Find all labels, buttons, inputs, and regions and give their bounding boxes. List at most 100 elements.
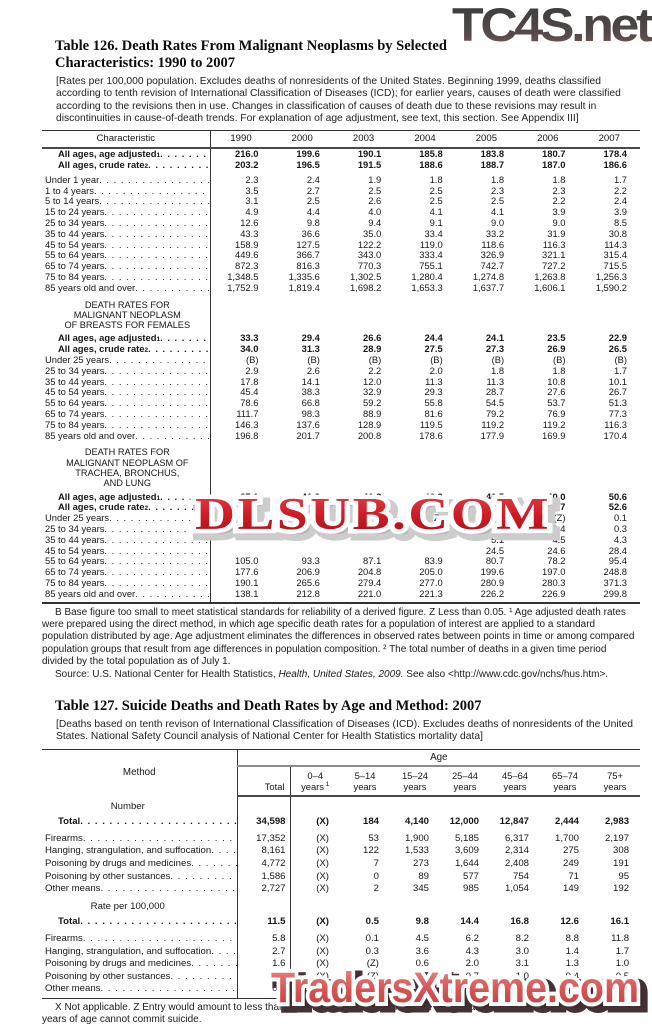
row-label-cell: Firearms [42, 928, 238, 946]
source-prefix: Source: U.S. National Center for Health … [55, 668, 279, 680]
row-label-wrap: Under 1 year [45, 175, 209, 186]
row-label-cell: 65 to 74 years [42, 409, 211, 420]
table-row: 45 to 54 years 45.4 38.3 32.9 29.3 28.7 27.6 26… [42, 386, 640, 399]
data-cell: 29.3 [424, 386, 443, 398]
data-cell: 2,408 [504, 857, 529, 869]
data-cell: 2.7 [306, 184, 320, 196]
row-label-wrap: 55 to 64 years [45, 556, 209, 567]
row-label-wrap: All ages, crude rate 2 [45, 502, 209, 513]
data-cell: 4.5 [415, 932, 429, 944]
source-italic: Health, United States, 2009. [278, 668, 404, 680]
row-label-cell: Hanging, strangulation, and suffocation [42, 845, 238, 858]
row-label-cell: 55 to 64 years [42, 398, 211, 410]
data-cell: 33.4 [424, 227, 443, 239]
data-cell: 3.1 [245, 195, 259, 207]
data-cell: 95 [618, 870, 630, 882]
data-cell: 35.0 [363, 227, 382, 239]
data-cell: 119.5 [419, 418, 443, 430]
data-cell: 12.6 [560, 916, 579, 928]
data-cell: 1.4 [565, 945, 579, 957]
data-cell: 0.5 [615, 970, 630, 982]
data-cell: 2.9 [245, 364, 259, 376]
data-cell: 2.2 [368, 364, 382, 376]
data-cell: 88.9 [363, 408, 382, 420]
data-cell: 742.7 [480, 260, 505, 272]
data-cell: 2.6 [368, 195, 382, 207]
table-row: 35 to 44 years 5.1 4.5 4.3 [42, 534, 640, 546]
data-cell: 93.3 [301, 555, 320, 567]
column-header-unit: Total [264, 780, 285, 792]
data-cell: 279.4 [357, 576, 382, 588]
data-cell: 190.1 [357, 148, 382, 160]
column-header-unit: years [553, 780, 577, 792]
data-cell: 1,698.2 [350, 281, 382, 293]
data-cell: 95.4 [608, 555, 627, 567]
table126-title: Table 126. Death Rates From Malignant Ne… [55, 38, 640, 72]
table127-footnote-text: X Not applicable. Z Entry would amount t… [42, 1001, 622, 1024]
data-cell: 0.3 [365, 945, 379, 957]
table-row: 55 to 64 years 78.6 66.8 59.2 55.8 54.5 53.7 51… [42, 397, 640, 410]
row-label-cell: Under 25 years [42, 355, 211, 366]
row-label-cell: Other means [42, 983, 238, 999]
data-cell: 1.4 [490, 983, 540, 999]
row-label-cell: Poisoning by drugs and medicines [42, 958, 238, 971]
row-label: 85 years old and over [45, 588, 136, 599]
data-cell: 2.2 [613, 184, 627, 196]
data-cell: (X) [316, 945, 329, 957]
data-cell: 0 [373, 870, 379, 882]
row-label-wrap: 55 to 64 years [45, 398, 209, 409]
column-header-age-group: 65–74 years [540, 765, 590, 797]
data-cell: 0.8 [390, 983, 440, 999]
data-cell: 1,256.3 [595, 270, 627, 282]
row-label-cell: Hanging, strangulation, and suffocation [42, 945, 238, 959]
row-label-wrap: Poisoning by drugs and medicines [45, 958, 236, 971]
table-row: Hanging, strangulation, and suffocation 8… [42, 845, 640, 858]
data-cell: 0.5 [237, 970, 291, 984]
dot-leader [83, 833, 236, 846]
data-cell: 183.8 [480, 148, 505, 160]
column-header-unit: years [503, 780, 527, 792]
data-cell: 137.6 [296, 418, 320, 430]
data-cell: 11.3 [486, 375, 505, 387]
table126-source: Source: U.S. National Center for Health … [42, 669, 640, 681]
data-cell: 40.0 [547, 490, 566, 502]
table-row: 15 to 24 years 4.9 4.4 4.0 4.1 4.1 3.9 3.9 [42, 206, 640, 218]
row-label-wrap: 75 to 84 years [45, 578, 209, 589]
dot-leader [104, 535, 209, 546]
table-row: Firearms 5.8 (X) 0.1 4.5 6.2 8.2 8.8 11.8 [42, 928, 640, 946]
data-cell: 0.1 [365, 932, 379, 944]
data-cell: 190.1 [235, 576, 259, 588]
row-label: 55 to 64 years [45, 398, 105, 409]
data-cell: 9.8 [306, 216, 320, 228]
data-cell: 754 [512, 870, 529, 882]
row-label-wrap: Poisoning by other sustances [45, 871, 236, 884]
row-label: Hanging, strangulation, and suffocation [45, 945, 212, 957]
data-cell: 116.3 [542, 238, 566, 250]
data-cell: 14.4 [460, 916, 479, 928]
data-cell: 1.0 [515, 970, 529, 982]
data-cell: 119.2 [481, 418, 505, 430]
data-cell: (Z) [366, 970, 379, 982]
column-header-range: 15–24 [401, 769, 429, 781]
data-cell: 28.9 [363, 343, 382, 355]
table126-footnotes: B Base figure too small to meet statisti… [42, 607, 640, 681]
data-cell: 2,197 [605, 832, 630, 844]
section-heading-line: DEATH RATES FOR [84, 299, 170, 310]
data-cell: 45.9 [424, 501, 443, 513]
data-cell: (Z) [492, 512, 505, 524]
data-cell: 1,644 [454, 857, 479, 869]
data-cell: 0.1 [613, 512, 627, 524]
data-cell: 9.0 [552, 216, 566, 228]
data-cell: 45.7 [547, 501, 566, 513]
row-label: 5 to 14 years [45, 196, 100, 207]
group-label-row: Rate per 100,000 [42, 895, 640, 915]
data-cell: 345 [412, 883, 429, 895]
data-cell: 192 [613, 883, 630, 895]
row-label-wrap: All ages, crude rate 2 [45, 160, 209, 171]
data-cell: (Z) [369, 512, 382, 524]
data-cell: 55.8 [424, 397, 443, 409]
data-cell: 280.9 [480, 576, 505, 588]
row-label-cell: 65 to 74 years [42, 261, 211, 272]
row-label-wrap: 25 to 34 years [45, 524, 209, 535]
